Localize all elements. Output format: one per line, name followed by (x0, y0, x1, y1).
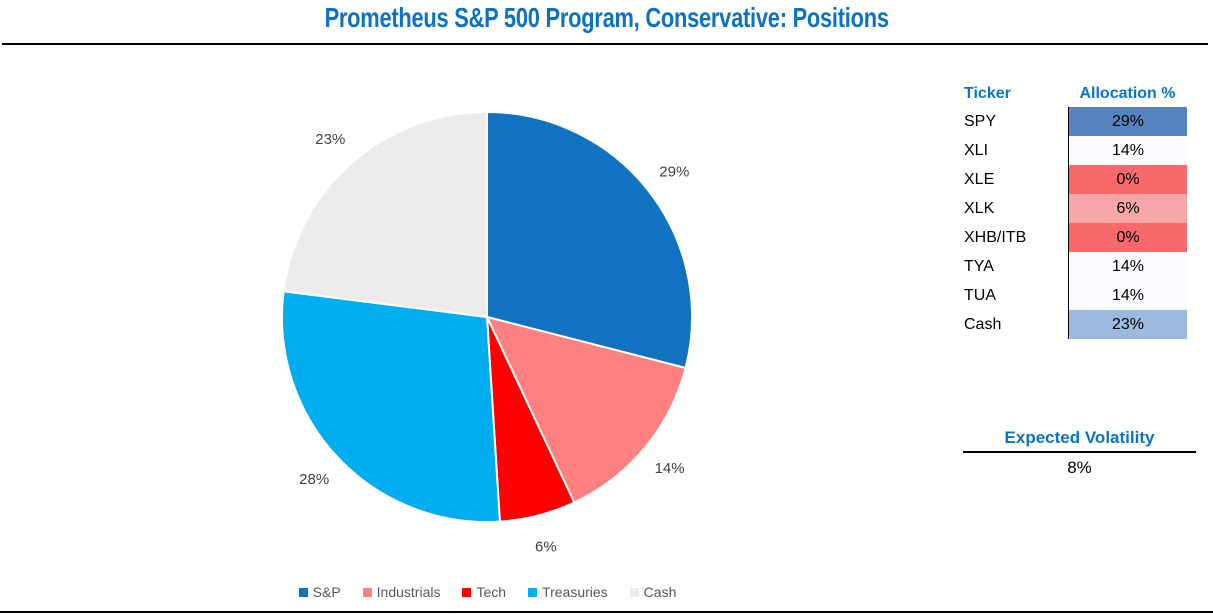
expected-volatility-value: 8% (1067, 458, 1092, 477)
pie-data-label-treasuries: 28% (299, 471, 329, 488)
ticker-cell: SPY (964, 112, 997, 130)
allocation-cell: 6% (1068, 194, 1187, 223)
allocation-cell: 29% (1068, 107, 1187, 136)
ticker-cell: Cash (964, 315, 1002, 333)
ticker-cell: XLK (964, 199, 995, 217)
allocation-cell: 14% (1068, 281, 1187, 310)
allocation-cell: 14% (1068, 252, 1187, 281)
expected-volatility-label: Expected Volatility (963, 428, 1196, 453)
pie-slice-industrials (486, 316, 687, 504)
legend-item-tech: Tech (462, 584, 506, 600)
allocation-table: Ticker Allocation % SPY 29% XLI 14% XLE 0% XLK… (961, 80, 1187, 339)
ticker-cell: TYA (964, 257, 994, 275)
allocation-column-header: Allocation % (1079, 84, 1176, 102)
pie-slice-cash (282, 111, 488, 318)
ticker-column-header: Ticker (964, 84, 1011, 102)
pie-data-label-industrials: 14% (655, 460, 685, 477)
ticker-cell: XLE (964, 170, 995, 188)
legend-label-cash: Cash (643, 584, 677, 600)
page-title: Prometheus S&P 500 Program, Conservative… (324, 2, 889, 33)
pie-legend: S&P Industrials Tech Treasuries Cash (230, 584, 745, 600)
allocation-cell: 23% (1068, 310, 1187, 339)
ticker-cell: TUA (964, 286, 996, 304)
legend-label-s-p: S&P (312, 584, 341, 600)
legend-label-industrials: Industrials (376, 584, 441, 600)
allocation-cell: 0% (1068, 223, 1187, 252)
legend-item-industrials: Industrials (362, 584, 441, 600)
legend-swatch-cash (629, 587, 639, 597)
legend-swatch-tech (462, 587, 472, 597)
page-title-wrap: Prometheus S&P 500 Program, Conservative… (0, 2, 1213, 34)
pie-data-label-s-p: 29% (659, 164, 689, 181)
title-divider-line (2, 43, 1208, 45)
legend-item-cash: Cash (629, 584, 677, 600)
allocation-cell: 0% (1068, 165, 1187, 194)
bottom-border-line (0, 611, 1213, 613)
pie-data-label-tech: 6% (535, 539, 557, 556)
legend-label-treasuries: Treasuries (542, 584, 608, 600)
allocation-cell: 14% (1068, 136, 1187, 165)
pie-slice-treasuries (280, 290, 501, 524)
expected-volatility-block: Expected Volatility 8% (963, 428, 1196, 478)
pie-slice-s-p (486, 111, 693, 369)
legend-item-s-p: S&P (298, 584, 341, 600)
legend-swatch-s-p (298, 587, 308, 597)
legend-item-treasuries: Treasuries (528, 584, 608, 600)
legend-label-tech: Tech (476, 584, 507, 600)
legend-swatch-treasuries (528, 587, 538, 597)
legend-swatch-industrials (362, 587, 372, 597)
ticker-cell: XLI (964, 141, 989, 159)
ticker-cell: XHB/ITB (964, 228, 1027, 246)
pie-data-label-cash: 23% (315, 131, 345, 148)
